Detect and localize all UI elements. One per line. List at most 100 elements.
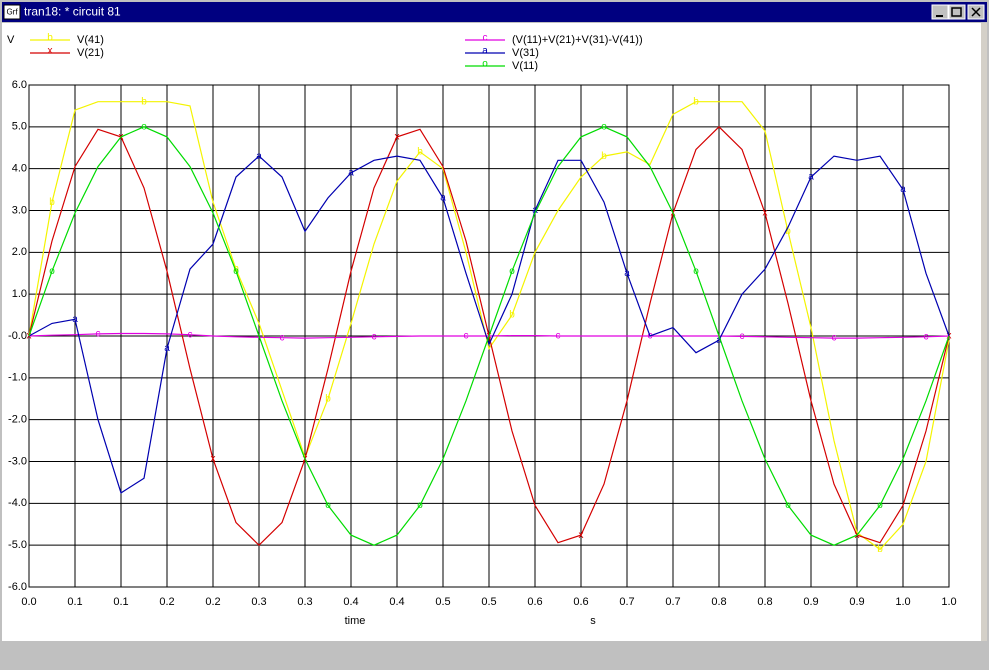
x-tick-label: 0.6 xyxy=(573,596,588,608)
point-marker: x xyxy=(763,208,768,219)
point-marker: b xyxy=(693,96,699,107)
point-marker: o xyxy=(417,500,423,511)
x-tick-label: 0.5 xyxy=(481,596,496,608)
point-marker: b xyxy=(325,393,331,404)
x-tick-label: 0.3 xyxy=(251,596,266,608)
point-marker: a xyxy=(348,167,354,178)
legend-marker: c xyxy=(483,33,488,44)
window-title: tran18: * circuit 81 xyxy=(24,5,121,19)
x-axis-label: time xyxy=(345,615,366,627)
y-tick-label: -4.0 xyxy=(8,497,27,509)
legend-label: V(21) xyxy=(77,47,104,59)
point-marker: c xyxy=(96,329,101,340)
legend-marker: b xyxy=(47,33,53,44)
point-marker: c xyxy=(740,331,745,342)
legend-label: V(41) xyxy=(77,34,104,46)
point-marker: x xyxy=(211,454,216,465)
point-marker: a xyxy=(716,335,722,346)
point-marker: o xyxy=(325,500,331,511)
maximize-button[interactable] xyxy=(948,4,966,20)
point-marker: c xyxy=(464,331,469,342)
series-line xyxy=(28,126,950,546)
x-tick-label: 1.0 xyxy=(941,596,956,608)
point-marker: c xyxy=(924,331,929,342)
point-marker: o xyxy=(141,121,147,132)
y-tick-label: 1.0 xyxy=(12,288,27,300)
point-marker: c xyxy=(188,329,193,340)
point-marker: a xyxy=(256,151,262,162)
point-marker: o xyxy=(509,266,515,277)
x-tick-label: 0.2 xyxy=(159,596,174,608)
y-tick-label: 5.0 xyxy=(12,121,27,133)
x-tick-label: 0.8 xyxy=(757,596,772,608)
legend-marker: o xyxy=(482,59,488,70)
series-line xyxy=(28,101,950,551)
x-tick-label: 0.8 xyxy=(711,596,726,608)
legend-label: V(11) xyxy=(512,60,538,72)
point-marker: a xyxy=(440,193,446,204)
x-unit-label: s xyxy=(590,615,596,627)
point-marker: b xyxy=(49,197,55,208)
y-tick-label: -5.0 xyxy=(8,539,27,551)
point-marker: a xyxy=(808,172,814,183)
point-marker: c xyxy=(832,333,837,344)
point-marker: b xyxy=(877,544,883,555)
point-marker: x xyxy=(395,132,400,143)
y-tick-label: -0.0 xyxy=(8,330,27,342)
point-marker: a xyxy=(164,343,170,354)
point-marker: a xyxy=(900,184,906,195)
point-marker: b xyxy=(417,147,423,158)
y-tick-label: -1.0 xyxy=(8,372,27,384)
point-marker: b xyxy=(233,264,239,275)
point-marker: b xyxy=(509,310,515,321)
x-tick-label: 0.2 xyxy=(205,596,220,608)
y-axis-label: V xyxy=(7,34,15,46)
legend-marker: x xyxy=(48,46,53,57)
point-marker: a xyxy=(72,314,78,325)
x-tick-label: 0.1 xyxy=(67,596,82,608)
point-marker: a xyxy=(532,205,538,216)
legend-label: (V(11)+V(21)+V(31)-V(41)) xyxy=(512,34,643,46)
x-tick-label: 0.7 xyxy=(665,596,680,608)
point-marker: o xyxy=(785,500,791,511)
y-tick-label: 3.0 xyxy=(12,204,27,216)
point-marker: c xyxy=(372,331,377,342)
x-tick-label: 0.7 xyxy=(619,596,634,608)
window-icon xyxy=(3,4,21,20)
point-marker: o xyxy=(601,121,607,132)
series-line xyxy=(28,155,950,494)
title-bar xyxy=(2,2,987,22)
point-marker: o xyxy=(693,266,699,277)
window-edge xyxy=(981,23,987,641)
minimize-button[interactable] xyxy=(931,4,949,20)
close-button[interactable] xyxy=(967,4,985,20)
point-marker: x xyxy=(579,530,584,541)
point-marker: x xyxy=(27,331,32,342)
x-tick-label: 0.9 xyxy=(803,596,818,608)
y-tick-label: 6.0 xyxy=(12,79,27,91)
point-marker: o xyxy=(877,500,883,511)
point-marker: b xyxy=(785,226,791,237)
icon-label: Grf xyxy=(6,8,18,17)
point-marker: b xyxy=(601,151,607,162)
point-marker: a xyxy=(624,268,630,279)
point-marker: b xyxy=(141,96,147,107)
y-tick-label: -3.0 xyxy=(8,455,27,467)
x-tick-label: 0.4 xyxy=(389,596,404,608)
point-marker: c xyxy=(280,332,285,343)
x-tick-label: 1.0 xyxy=(895,596,910,608)
x-tick-label: 0.6 xyxy=(527,596,542,608)
x-tick-label: 0.1 xyxy=(113,596,128,608)
point-marker: o xyxy=(233,266,239,277)
y-tick-label: 4.0 xyxy=(12,163,27,175)
x-tick-label: 0.3 xyxy=(297,596,312,608)
x-tick-label: 0.0 xyxy=(21,596,36,608)
legend-label: V(31) xyxy=(512,47,539,59)
legend-marker: a xyxy=(482,46,488,57)
x-tick-label: 0.9 xyxy=(849,596,864,608)
x-tick-label: 0.5 xyxy=(435,596,450,608)
y-tick-label: 2.0 xyxy=(12,246,27,258)
point-marker: c xyxy=(556,331,561,342)
